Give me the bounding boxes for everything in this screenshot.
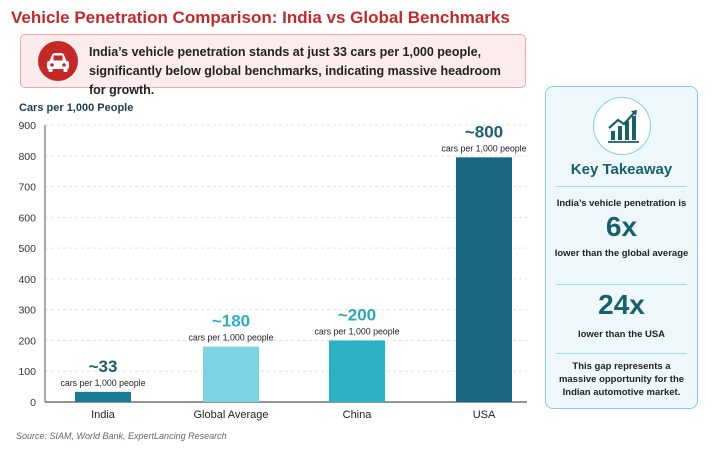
takeaway-divider (556, 353, 687, 354)
unit-label: cars per 1,000 people (188, 333, 273, 343)
source-note: Source: SIAM, World Bank, ExpertLancing … (16, 431, 227, 441)
growth-chart-icon (593, 97, 651, 155)
takeaway-title: Key Takeaway (570, 161, 673, 178)
x-tick-label: USA (473, 409, 496, 421)
takeaway-divider (556, 186, 687, 187)
value-label: ~200 (338, 305, 376, 324)
y-tick-label: 800 (18, 151, 36, 163)
callout-line-2: significantly below global benchmarks, i… (89, 64, 501, 97)
stat-usa-text: lower than the USA (577, 329, 666, 340)
y-tick-label: 600 (18, 212, 36, 224)
x-tick-label: Global Average (193, 409, 268, 421)
bar-chart: Cars per 1,000 People 0 100 200 300 400 500 60… (18, 102, 527, 421)
page-title: Vehicle Penetration Comparison: India vs… (11, 8, 510, 27)
value-label: ~800 (465, 122, 503, 141)
y-tick-label: 900 (18, 120, 36, 132)
y-tick-label: 100 (18, 366, 36, 378)
bar-china (329, 340, 385, 402)
bar-india (75, 391, 131, 402)
x-tick-label: China (343, 409, 373, 421)
stat-global-text: lower than the global average (554, 248, 689, 259)
y-tick-label: 500 (18, 243, 36, 255)
y-tick-label: 0 (30, 397, 36, 409)
y-tick-label: 700 (18, 182, 36, 194)
unit-label: cars per 1,000 people (314, 326, 399, 336)
callout-line-1: India’s vehicle penetration stands at ju… (89, 45, 482, 59)
bar-global-average (203, 346, 259, 402)
value-label: ~33 (89, 357, 118, 376)
y-tick-label: 300 (18, 305, 36, 317)
bar-usa (456, 157, 512, 402)
y-tick-label: 400 (18, 274, 36, 286)
takeaway-intro: India’s vehicle penetration is (556, 198, 687, 209)
takeaway-conclusion: This gap represents a massive opportunit… (558, 361, 685, 398)
unit-label: cars per 1,000 people (441, 143, 526, 153)
stat-global: 6x (605, 211, 638, 242)
callout-text: India’s vehicle penetration stands at ju… (89, 43, 519, 100)
unit-label: cars per 1,000 people (60, 378, 145, 388)
x-tick-label: India (91, 409, 116, 421)
y-tick-label: 200 (18, 335, 36, 347)
stat-usa: 24x (598, 289, 645, 320)
car-icon (38, 41, 78, 81)
value-label: ~180 (212, 312, 250, 331)
key-takeaway-panel: Key Takeaway India’s vehicle penetration… (545, 86, 698, 409)
takeaway-divider (556, 284, 687, 285)
insight-callout: India’s vehicle penetration stands at ju… (20, 34, 526, 97)
y-axis-label: Cars per 1,000 People (19, 102, 133, 114)
